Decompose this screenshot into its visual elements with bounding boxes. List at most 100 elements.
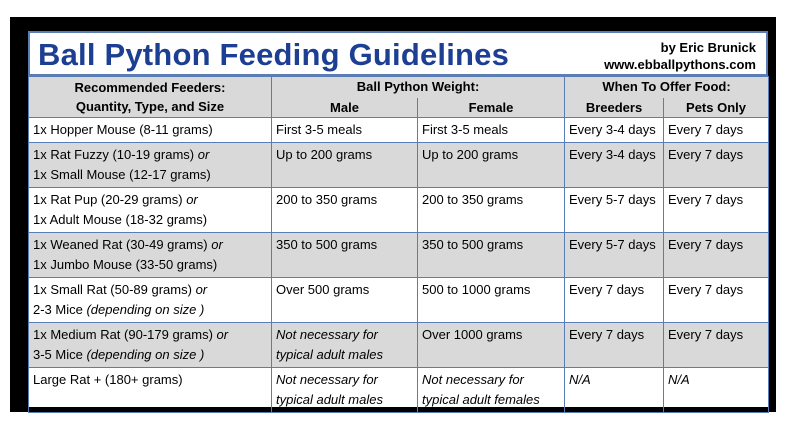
feeder-cell: 1x Weaned Rat (30-49 grams) or 1x Jumbo M… [28, 232, 272, 278]
male-weight-line: Not necessary for [276, 327, 378, 342]
feeder-text: 1x Medium Rat (90-179 grams) [33, 327, 217, 342]
feeder-cell: 1x Rat Fuzzy (10-19 grams) or 1x Small Mo… [28, 142, 272, 188]
feeders-header-line1: Recommended Feeders: [74, 80, 226, 95]
feeders-header-line2: Quantity, Type, and Size [75, 99, 225, 114]
male-weight-cell: Not necessary for typical adult males [271, 322, 418, 368]
feeder-text: 1x Rat Fuzzy (10-19 grams) [33, 147, 198, 162]
female-header: Female [416, 97, 566, 118]
pets-header: Pets Only [663, 97, 770, 118]
male-weight-line: Over 500 grams [276, 282, 370, 297]
feeder-cell: 1x Medium Rat (90-179 grams) or 3-5 Mice … [28, 322, 272, 368]
breeders-frequency-cell: N/A [564, 367, 665, 413]
female-weight-line: 350 to 500 grams [422, 237, 524, 252]
breeders-frequency-cell: Every 5-7 days [564, 187, 665, 233]
male-weight-cell: 350 to 500 grams [271, 232, 418, 278]
female-weight-line: 200 to 350 grams [422, 192, 524, 207]
female-weight-cell: 350 to 500 grams [416, 232, 566, 278]
feeder-text: 1x Rat Pup (20-29 grams) [33, 192, 187, 207]
female-weight-line: Not necessary for [422, 372, 524, 387]
feeder-line: 1x Rat Pup (20-29 grams) or [33, 190, 267, 210]
feeder-line: 1x Rat Fuzzy (10-19 grams) or [33, 145, 267, 165]
pets-frequency-cell: Every 7 days [663, 187, 770, 233]
table-row: 1x Hopper Mouse (8-11 grams) First 3-5 me… [28, 117, 770, 143]
male-weight-line: typical adult males [276, 347, 383, 362]
male-weight-cell: Up to 200 grams [271, 142, 418, 188]
male-weight-cell: Not necessary for typical adult males [271, 367, 418, 413]
table-header: Recommended Feeders: Quantity, Type, and… [28, 76, 770, 118]
feeder-text: 1x Jumbo Mouse (33-50 grams) [33, 257, 218, 272]
when-header: When To Offer Food: [564, 76, 770, 98]
feeder-cell: 1x Rat Pup (20-29 grams) or 1x Adult Mous… [28, 187, 272, 233]
female-weight-line: Up to 200 grams [422, 147, 519, 162]
table-row: 1x Weaned Rat (30-49 grams) or 1x Jumbo M… [28, 232, 770, 278]
chart-header: Ball Python Feeding Guidelines by Eric B… [28, 31, 768, 76]
breeders-header: Breeders [564, 97, 665, 118]
breeders-frequency-cell: Every 3-4 days [564, 117, 665, 143]
female-weight-cell: First 3-5 meals [416, 117, 566, 143]
female-weight-cell: Over 1000 grams [416, 322, 566, 368]
feeder-line: 1x Jumbo Mouse (33-50 grams) [33, 255, 267, 275]
pets-frequency-cell: Every 7 days [663, 117, 770, 143]
pets-frequency-cell: Every 7 days [663, 232, 770, 278]
feeder-text: Large Rat + (180+ grams) [33, 372, 183, 387]
male-weight-line: typical adult males [276, 392, 383, 407]
feeder-line: Large Rat + (180+ grams) [33, 370, 267, 390]
table-row: 1x Medium Rat (90-179 grams) or 3-5 Mice … [28, 322, 770, 368]
feeder-line: 1x Small Mouse (12-17 grams) [33, 165, 267, 185]
male-weight-line: 350 to 500 grams [276, 237, 378, 252]
female-weight-line: 500 to 1000 grams [422, 282, 531, 297]
female-weight-cell: Not necessary for typical adult females [416, 367, 566, 413]
black-frame: Ball Python Feeding Guidelines by Eric B… [10, 17, 776, 413]
feeder-or: or [211, 237, 223, 252]
male-weight-cell: 200 to 350 grams [271, 187, 418, 233]
feeder-or: or [216, 327, 229, 342]
male-weight-line: Not necessary for [276, 372, 378, 387]
male-weight-line: 200 to 350 grams [276, 192, 378, 207]
feeder-line: 3-5 Mice (depending on size ) [33, 345, 267, 365]
feeder-note: (depending on size ) [86, 302, 205, 317]
author-credit: by Eric Brunick [660, 40, 756, 55]
male-header: Male [271, 97, 418, 118]
pets-frequency-cell: Every 7 days [663, 322, 770, 368]
feeders-header: Recommended Feeders: Quantity, Type, and… [28, 76, 272, 118]
feeder-text: 2-3 Mice [33, 302, 87, 317]
website-credit: www.ebballpythons.com [604, 57, 756, 72]
female-weight-cell: Up to 200 grams [416, 142, 566, 188]
pets-frequency-cell: N/A [663, 367, 770, 413]
feeder-or: or [197, 147, 210, 162]
feeder-text: 1x Small Rat (50-89 grams) [33, 282, 196, 297]
male-weight-line: Up to 200 grams [276, 147, 373, 162]
feeder-line: 2-3 Mice (depending on size ) [33, 300, 267, 320]
female-weight-cell: 200 to 350 grams [416, 187, 566, 233]
feeder-line: 1x Small Rat (50-89 grams) or [33, 280, 267, 300]
female-weight-line: First 3-5 meals [422, 122, 508, 137]
chart-title: Ball Python Feeding Guidelines [38, 37, 510, 72]
female-weight-cell: 500 to 1000 grams [416, 277, 566, 323]
male-weight-cell: First 3-5 meals [271, 117, 418, 143]
weight-header: Ball Python Weight: [270, 76, 566, 98]
feeder-cell: Large Rat + (180+ grams) [28, 367, 272, 413]
table-body: 1x Hopper Mouse (8-11 grams) First 3-5 me… [28, 117, 770, 413]
breeders-frequency-cell: Every 3-4 days [564, 142, 665, 188]
feeder-text: 1x Weaned Rat (30-49 grams) [33, 237, 212, 252]
male-weight-cell: Over 500 grams [271, 277, 418, 323]
feeder-text: 3-5 Mice [33, 347, 87, 362]
feeder-line: 1x Hopper Mouse (8-11 grams) [33, 120, 267, 140]
feeder-line: 1x Medium Rat (90-179 grams) or [33, 325, 267, 345]
feeder-text: 1x Adult Mouse (18-32 grams) [33, 212, 208, 227]
credit-block: by Eric Brunick www.ebballpythons.com [604, 39, 756, 73]
feeder-or: or [195, 282, 208, 297]
feeding-table: Recommended Feeders: Quantity, Type, and… [28, 76, 770, 413]
feeder-line: 1x Weaned Rat (30-49 grams) or [33, 235, 267, 255]
breeders-frequency-cell: Every 5-7 days [564, 232, 665, 278]
feeder-note: (depending on size ) [86, 347, 205, 362]
table-row: 1x Small Rat (50-89 grams) or 2-3 Mice (d… [28, 277, 770, 323]
table-row: 1x Rat Fuzzy (10-19 grams) or 1x Small Mo… [28, 142, 770, 188]
feeder-or: or [186, 192, 198, 207]
pets-frequency-cell: Every 7 days [663, 277, 770, 323]
female-weight-line: typical adult females [422, 392, 540, 407]
breeders-frequency-cell: Every 7 days [564, 277, 665, 323]
male-weight-line: First 3-5 meals [276, 122, 362, 137]
feeder-line: 1x Adult Mouse (18-32 grams) [33, 210, 267, 230]
feeder-text: 1x Hopper Mouse (8-11 grams) [33, 122, 213, 137]
